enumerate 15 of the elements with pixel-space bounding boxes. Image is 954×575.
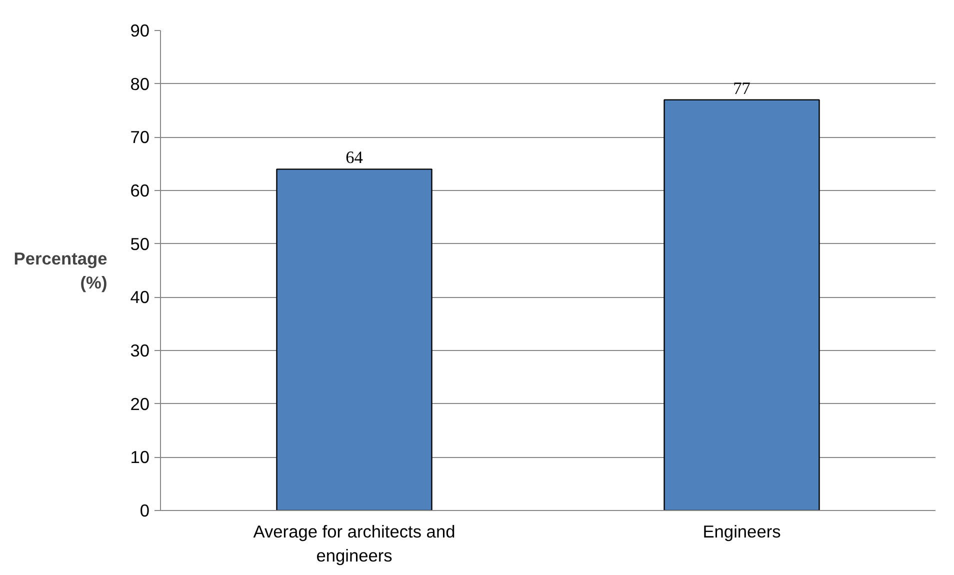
data-label: 64 [346, 148, 364, 168]
y-tick-label: 40 [130, 287, 150, 308]
y-tick-label: 90 [130, 20, 150, 40]
y-axis-title: Percentage (%) [14, 248, 108, 292]
y-tick-label: 60 [130, 180, 150, 200]
y-tick-label: 80 [130, 74, 150, 94]
x-tick-label: Engineers [702, 522, 782, 542]
y-tick-label: 20 [130, 394, 150, 414]
y-tick-label: 30 [130, 340, 150, 360]
y-tick-label: 50 [130, 234, 150, 254]
data-label: 77 [733, 78, 751, 98]
x-tick-label: Average for architects and engineers [253, 522, 456, 566]
y-tick-label: 10 [130, 447, 150, 468]
y-tick-label: 70 [130, 127, 150, 148]
y-tick-label: 0 [140, 500, 150, 520]
